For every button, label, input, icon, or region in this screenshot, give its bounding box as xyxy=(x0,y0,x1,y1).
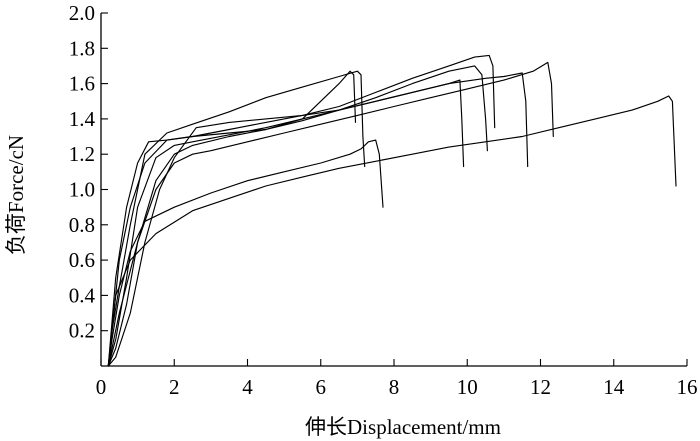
x-axis-title: 伸长Displacement/mm xyxy=(305,415,501,439)
series-line-4 xyxy=(107,54,496,367)
y-tick-label: 1.6 xyxy=(69,72,95,96)
y-tick-label: 0.6 xyxy=(69,248,95,272)
series-line-9 xyxy=(107,95,677,367)
x-tick-label: 6 xyxy=(316,375,327,399)
y-tick-label: 0.4 xyxy=(69,283,96,307)
axes xyxy=(100,13,687,367)
x-tick-label: 2 xyxy=(169,375,180,399)
x-tick-label: 8 xyxy=(389,375,400,399)
y-tick-label: 0.8 xyxy=(69,213,95,237)
y-tick-label: 1.0 xyxy=(69,178,95,202)
y-tick-label: 1.2 xyxy=(69,142,95,166)
series-line-3 xyxy=(107,70,357,367)
chart-marks xyxy=(107,54,677,367)
y-tick-label: 1.4 xyxy=(69,107,96,131)
x-tick-label: 4 xyxy=(242,375,253,399)
axis-ticks: 0 2 4 6 8 10 12 14 16 0.2 0.4 0.6 0.8 1.0 1.2 1.4 1.6 1.8… xyxy=(69,1,698,399)
x-tick-label: 0 xyxy=(96,375,107,399)
y-axis-title: 负荷Force/cN xyxy=(4,135,28,255)
series-line-8 xyxy=(107,61,554,367)
x-tick-label: 16 xyxy=(677,375,698,399)
x-tick-label: 14 xyxy=(603,375,625,399)
series-line-1 xyxy=(107,70,366,367)
y-tick-label: 2.0 xyxy=(69,1,95,25)
series-line-6 xyxy=(107,79,465,367)
x-tick-label: 10 xyxy=(457,375,478,399)
x-tick-label: 12 xyxy=(530,375,551,399)
y-tick-label: 1.8 xyxy=(69,36,95,60)
y-tick-label: 0.2 xyxy=(69,319,95,343)
series-line-7 xyxy=(107,72,529,367)
series-line-5 xyxy=(107,65,488,367)
series-line-2 xyxy=(107,139,384,367)
